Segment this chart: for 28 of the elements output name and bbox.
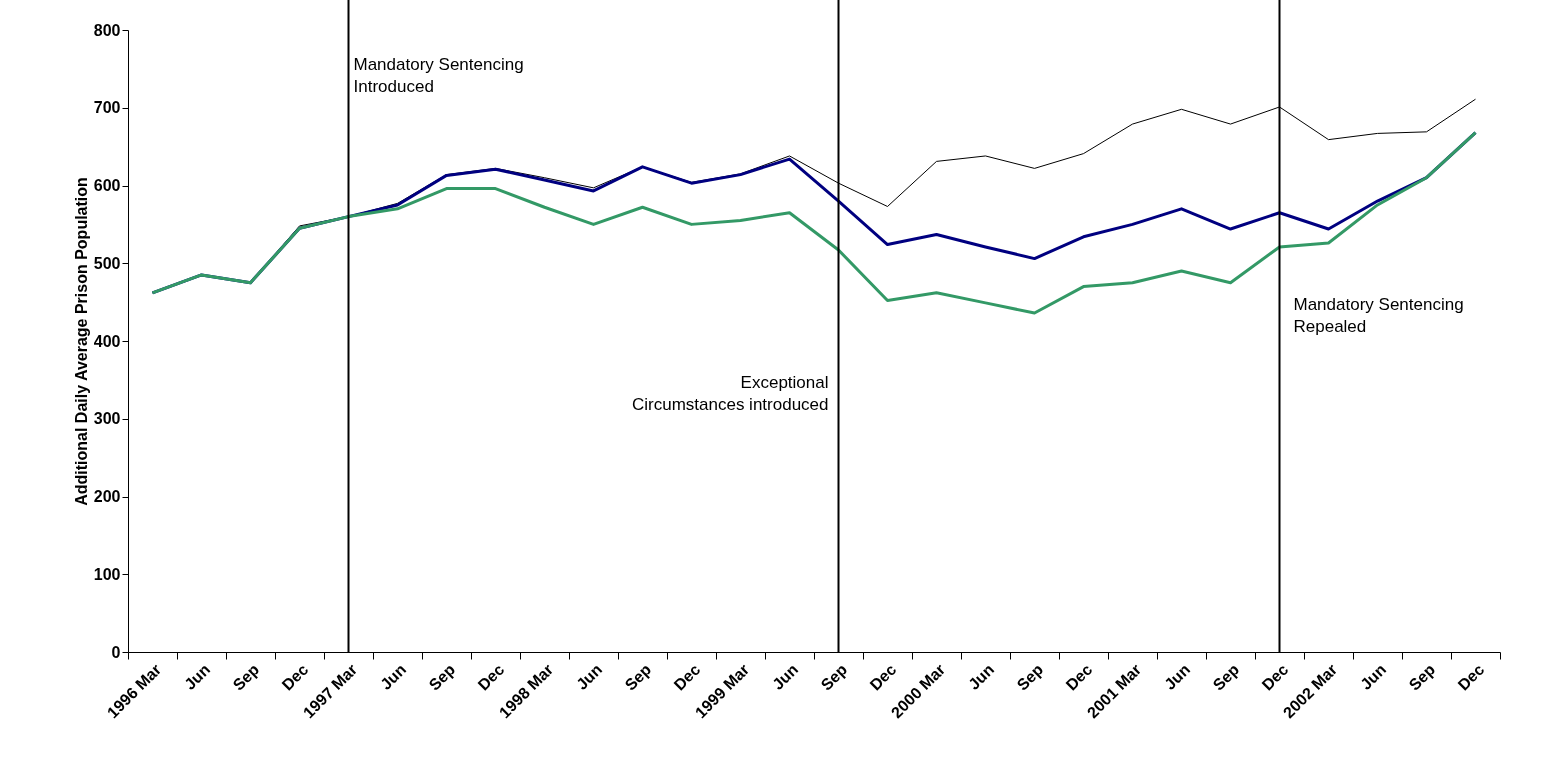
ref-line-label: Mandatory Sentencing Introduced [353,55,524,97]
annotation: Mandatory Sentencing Repealed [1293,295,1464,337]
x-tick-label: Jun [1161,660,1194,693]
x-tick-label: Sep [425,660,459,694]
y-tick-label: 400 [93,332,121,350]
y-tick-label: 0 [111,643,121,661]
y-tick-label: 300 [93,410,121,428]
x-tick-label: Dec [1454,660,1488,694]
y-tick-label: 500 [93,254,121,272]
x-tick-label: Sep [229,660,263,694]
y-tick-label: 800 [93,21,121,39]
x-tick-label: Jun [181,660,214,693]
x-tick-label: Sep [1013,660,1047,694]
x-tick-label: Jun [377,660,410,693]
y-tick-label: 600 [93,177,121,194]
x-tick-label: Sep [817,660,851,694]
x-tick-label: Sep [1405,660,1439,694]
x-tick-label: Jun [573,660,606,693]
annotation: Exceptional Circumstances introduced [631,373,829,415]
y-tick-label: 100 [93,565,121,583]
x-tick-label: Jun [1357,660,1390,693]
x-tick-label: Sep [1209,660,1243,694]
x-tick-label: Jun [965,660,998,693]
x-tick-label: Sep [621,660,655,694]
y-tick-label: 200 [93,488,121,505]
y-axis-title: Additional Daily Average Prison Population [72,177,90,506]
x-tick-label: Jun [769,660,802,693]
y-tick-label: 700 [93,99,121,117]
